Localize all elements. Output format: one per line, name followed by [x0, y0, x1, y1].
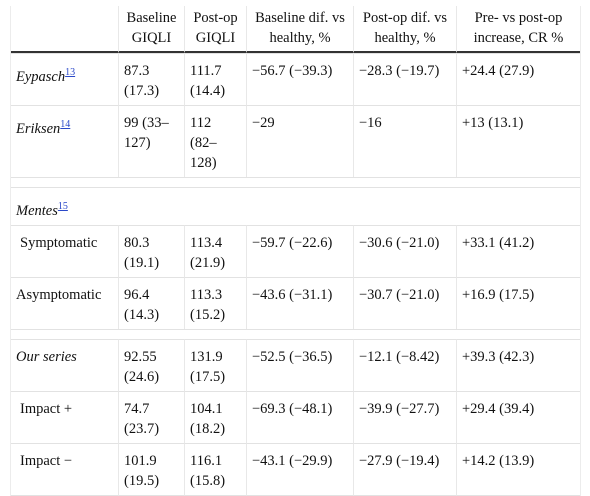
- group-label-cell: Mentes15: [11, 187, 580, 225]
- table-cell: −56.7 (−39.3): [246, 53, 353, 105]
- spacer-row: [11, 328, 580, 339]
- reference-link[interactable]: 15: [57, 201, 68, 212]
- table-cell: −12.1 (−8.42): [353, 338, 456, 391]
- table-cell: −69.3 (−48.1): [246, 390, 353, 443]
- row-label: Our series: [11, 338, 118, 391]
- table-cell: −43.1 (−29.9): [246, 442, 353, 496]
- table-cell: −39.9 (−27.7): [353, 390, 456, 443]
- table-cell: −43.6 (−31.1): [246, 276, 353, 329]
- row-label-cell: Eypasch13: [11, 53, 118, 105]
- table-cell: +39.3 (42.3): [456, 338, 580, 391]
- table-cell: 92.55 (24.6): [118, 338, 184, 391]
- spacer-cell: [11, 177, 580, 187]
- table-row: Eypasch13 87.3 (17.3) 111.7 (14.4) −56.7…: [11, 53, 580, 105]
- header-cell-baseline-dif: Baseline dif. vs healthy, %: [246, 6, 353, 53]
- table-container: Baseline GIQLI Post-op GIQLI Baseline di…: [10, 6, 581, 496]
- table-cell: 96.4 (14.3): [118, 276, 184, 329]
- row-label: Impact −: [11, 442, 118, 496]
- row-label: Symptomatic: [11, 224, 118, 277]
- table-cell: 116.1 (15.8): [184, 442, 246, 496]
- table-cell: −59.7 (−22.6): [246, 224, 353, 277]
- spacer-row: [11, 177, 580, 187]
- table-cell: −29: [246, 105, 353, 177]
- table-cell: 113.4 (21.9): [184, 224, 246, 277]
- table-row: Impact + 74.7 (23.7) 104.1 (18.2) −69.3 …: [11, 390, 580, 443]
- header-cell-increase: Pre- vs post-op increase, CR %: [456, 6, 580, 53]
- table-cell: 112 (82–128): [184, 105, 246, 177]
- header-row: Baseline GIQLI Post-op GIQLI Baseline di…: [11, 6, 580, 53]
- table-cell: 111.7 (14.4): [184, 53, 246, 105]
- table-cell: −16: [353, 105, 456, 177]
- table-row: Eriksen14 99 (33–127) 112 (82–128) −29 −…: [11, 105, 580, 177]
- row-label: Eriksen: [16, 120, 61, 137]
- header-cell-baseline-giqli: Baseline GIQLI: [118, 6, 184, 53]
- table-cell: 87.3 (17.3): [118, 53, 184, 105]
- group-header-row: Mentes15: [11, 187, 580, 225]
- row-label: Asymptomatic: [11, 276, 118, 329]
- header-cell-postop-dif: Post-op dif. vs healthy, %: [353, 6, 456, 53]
- table-row: Symptomatic 80.3 (19.1) 113.4 (21.9) −59…: [11, 224, 580, 277]
- table-cell: +24.4 (27.9): [456, 53, 580, 105]
- row-label: Eypasch: [16, 68, 66, 85]
- reference-link[interactable]: 13: [65, 67, 76, 78]
- header-cell-empty: [11, 6, 118, 53]
- table-cell: +16.9 (17.5): [456, 276, 580, 329]
- group-label: Mentes: [16, 202, 58, 219]
- table-cell: 99 (33–127): [118, 105, 184, 177]
- table-cell: +14.2 (13.9): [456, 442, 580, 496]
- table-cell: +13 (13.1): [456, 105, 580, 177]
- row-label-cell: Eriksen14: [11, 105, 118, 177]
- table-cell: 113.3 (15.2): [184, 276, 246, 329]
- row-label: Impact +: [11, 390, 118, 443]
- spacer-cell: [11, 328, 580, 339]
- table-cell: 74.7 (23.7): [118, 390, 184, 443]
- table-row: Asymptomatic 96.4 (14.3) 113.3 (15.2) −4…: [11, 276, 580, 329]
- table-cell: −28.3 (−19.7): [353, 53, 456, 105]
- table-cell: −27.9 (−19.4): [353, 442, 456, 496]
- table-cell: 104.1 (18.2): [184, 390, 246, 443]
- table-cell: +33.1 (41.2): [456, 224, 580, 277]
- table-cell: 80.3 (19.1): [118, 224, 184, 277]
- table-cell: −30.6 (−21.0): [353, 224, 456, 277]
- table-cell: 131.9 (17.5): [184, 338, 246, 391]
- table-row: Impact − 101.9 (19.5) 116.1 (15.8) −43.1…: [11, 442, 580, 496]
- reference-link[interactable]: 14: [60, 119, 71, 130]
- header-cell-postop-giqli: Post-op GIQLI: [184, 6, 246, 53]
- table-row: Our series 92.55 (24.6) 131.9 (17.5) −52…: [11, 338, 580, 391]
- table-cell: −52.5 (−36.5): [246, 338, 353, 391]
- table-cell: 101.9 (19.5): [118, 442, 184, 496]
- table-cell: +29.4 (39.4): [456, 390, 580, 443]
- table-cell: −30.7 (−21.0): [353, 276, 456, 329]
- giqli-comparison-table: Baseline GIQLI Post-op GIQLI Baseline di…: [10, 6, 581, 496]
